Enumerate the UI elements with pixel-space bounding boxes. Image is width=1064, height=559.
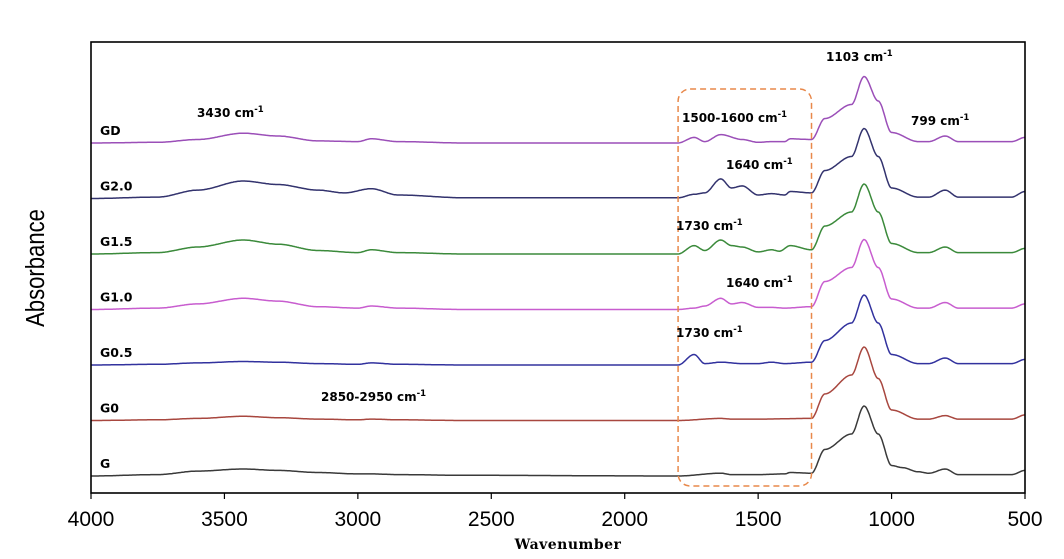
- peak-annotation: 1730 cm-1: [676, 218, 743, 233]
- x-tick-label: 1500: [735, 508, 782, 531]
- series-line-g0-5: [91, 295, 1025, 365]
- x-tick-label: 3500: [201, 508, 248, 531]
- x-tick-label: 2500: [468, 508, 515, 531]
- x-tick-label: 1000: [868, 508, 915, 531]
- series-label-gd: GD: [100, 123, 121, 138]
- series-label-g: G: [100, 456, 110, 471]
- x-tick-label: 500: [1007, 508, 1042, 531]
- peak-annotation: 3430 cm-1: [197, 105, 264, 120]
- series-label-g0-5: G0.5: [100, 345, 132, 360]
- series-label-g1-0: G1.0: [100, 290, 133, 305]
- series-layer: [91, 77, 1025, 477]
- peak-annotation: 1640 cm-1: [726, 275, 793, 290]
- series-line-g1-0: [91, 240, 1025, 310]
- series-labels: GD G2.0 G1.5 G1.0 G0.5 G0 G: [100, 123, 133, 471]
- peak-annotation: 799 cm-1: [911, 113, 969, 128]
- peak-annotation: 1500-1600 cm-1: [682, 110, 787, 125]
- x-tick-label: 3000: [334, 508, 381, 531]
- series-label-g0: G0: [100, 401, 119, 416]
- peak-annotation: 1103 cm-1: [826, 49, 893, 64]
- peak-annotation: 1640 cm-1: [726, 157, 793, 172]
- ftir-chart: 4000 3500 3000 2500 2000 1500 1000 500 GDG2.0G1…: [0, 0, 1064, 559]
- x-tick-label: 2000: [601, 508, 648, 531]
- series-line-g1-5: [91, 184, 1025, 254]
- peak-annotation: 2850-2950 cm-1: [321, 389, 426, 404]
- series-line-g2-0: [91, 129, 1025, 199]
- x-axis-title: Wavenumber: [514, 537, 622, 553]
- x-axis-ticks: 4000 3500 3000 2500 2000 1500 1000 500: [68, 493, 1043, 531]
- series-label-g2-0: G2.0: [100, 179, 133, 194]
- y-axis-title: Absorbance: [21, 209, 50, 327]
- series-label-g1-5: G1.5: [100, 234, 132, 249]
- peak-annotation: 1730 cm-1: [676, 325, 743, 340]
- x-tick-label: 4000: [68, 508, 115, 531]
- series-line-g0: [91, 347, 1025, 421]
